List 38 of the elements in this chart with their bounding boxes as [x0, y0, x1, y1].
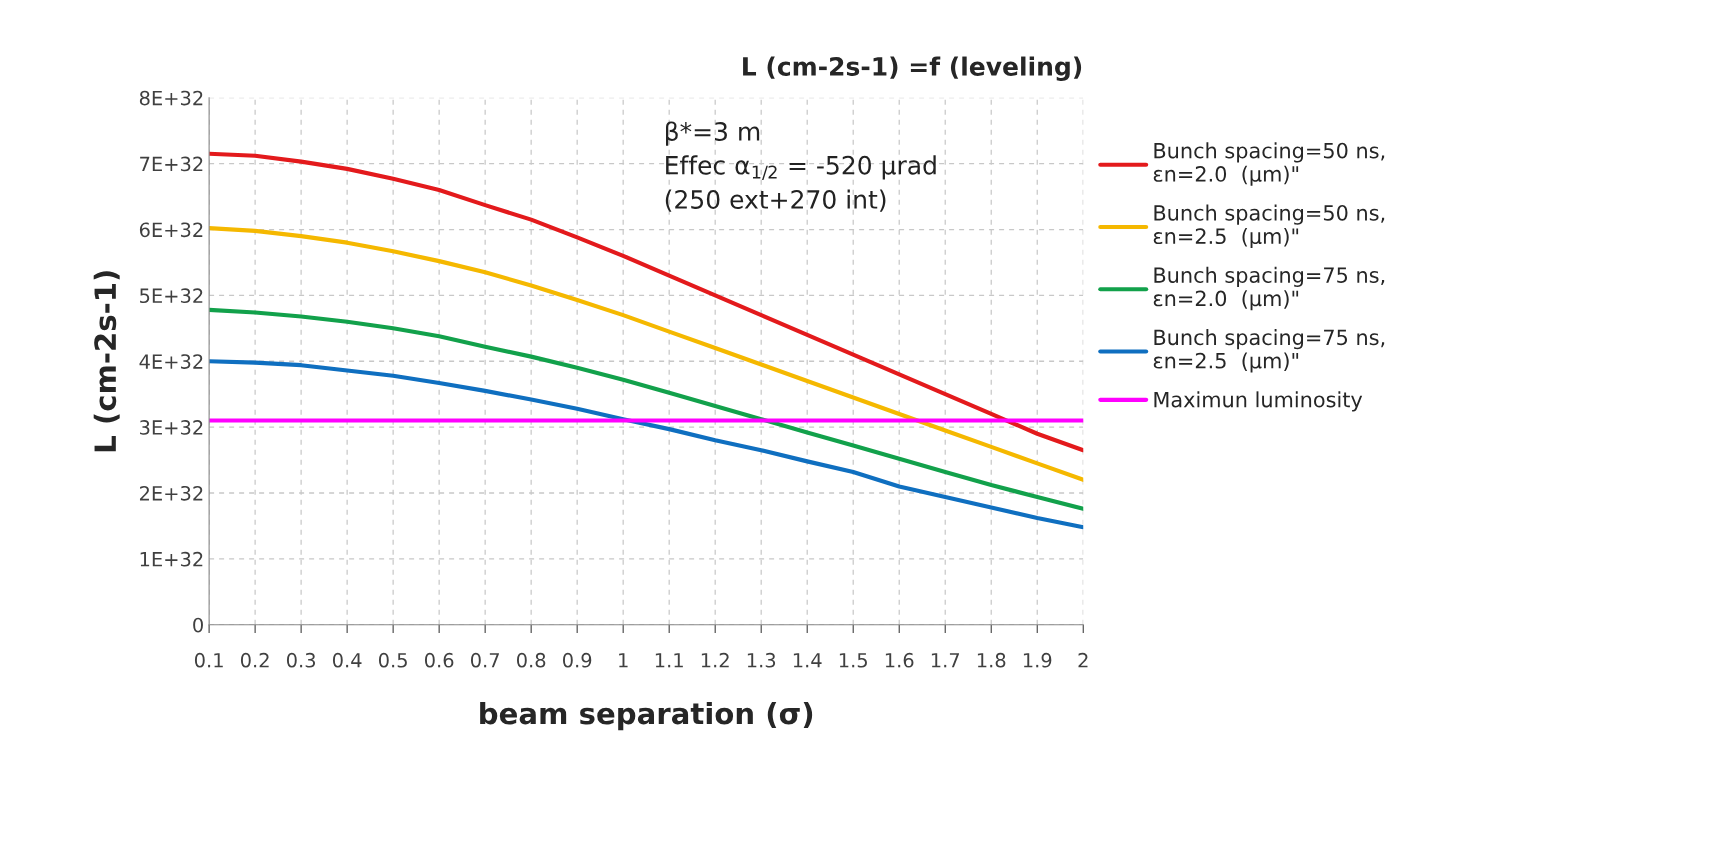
chart-title: L (cm-2s-1) =f (leveling)	[743, 56, 1082, 81]
x-tick-label: 1.9	[1023, 652, 1052, 668]
y-tick-label: 2E+32	[139, 485, 203, 501]
x-tick-label: 1.7	[931, 653, 960, 668]
y-tick-label: 3E+32	[140, 420, 203, 435]
legend-label: Maximun luminosity	[1154, 391, 1363, 412]
x-tick-label: 2	[1078, 652, 1088, 668]
x-tick-label: 1.1	[655, 653, 683, 668]
x-tick-label: 0.7	[470, 652, 499, 668]
y-axis-title: L (cm-2s-1)	[93, 271, 120, 452]
x-tick-label: 1.3	[747, 652, 776, 668]
y-tick-label: 0	[193, 617, 203, 633]
x-tick-label: 1	[619, 653, 628, 668]
x-tick-label: 0.3	[286, 652, 316, 668]
x-tick-label: 0.6	[424, 652, 454, 668]
legend-label: Bunch spacing=50 ns, εn=2.0 (µm)"	[1153, 142, 1385, 186]
x-tick-label: 1.4	[793, 653, 822, 668]
y-tick-label: 7E+32	[140, 156, 203, 172]
y-tick-label: 1E+32	[140, 551, 203, 567]
x-tick-label: 0.5	[378, 652, 407, 668]
x-tick-label: 0.2	[240, 652, 269, 668]
legend-label: Bunch spacing=50 ns, εn=2.5 (µm)"	[1153, 204, 1385, 249]
x-tick-label: 0.8	[516, 652, 546, 668]
legend-label: Bunch spacing=75 ns, εn=2.5 (µm)"	[1153, 329, 1385, 373]
y-tick-label: 4E+32	[139, 354, 203, 369]
x-tick-label: 0.4	[332, 652, 362, 668]
x-tick-label: 1.5	[839, 653, 867, 668]
y-tick-label: 5E+32	[140, 288, 203, 304]
x-tick-label: 0.9	[562, 652, 592, 668]
y-tick-label: 8E+32	[139, 90, 203, 106]
x-tick-label: 0.1	[194, 652, 223, 668]
x-axis-title: beam separation (σ)	[480, 701, 813, 731]
y-tick-label: 6E+32	[139, 222, 203, 238]
annotation: β*=3 m Effec α$_{1/2}$ = -520 µrad (250 ext+270 int)	[665, 121, 936, 212]
legend-label: Bunch spacing=75 ns, εn=2.0 (µm)"	[1153, 266, 1385, 311]
x-tick-label: 1.6	[885, 652, 914, 668]
x-tick-label: 1.2	[701, 652, 729, 668]
x-tick-label: 1.8	[977, 652, 1006, 668]
